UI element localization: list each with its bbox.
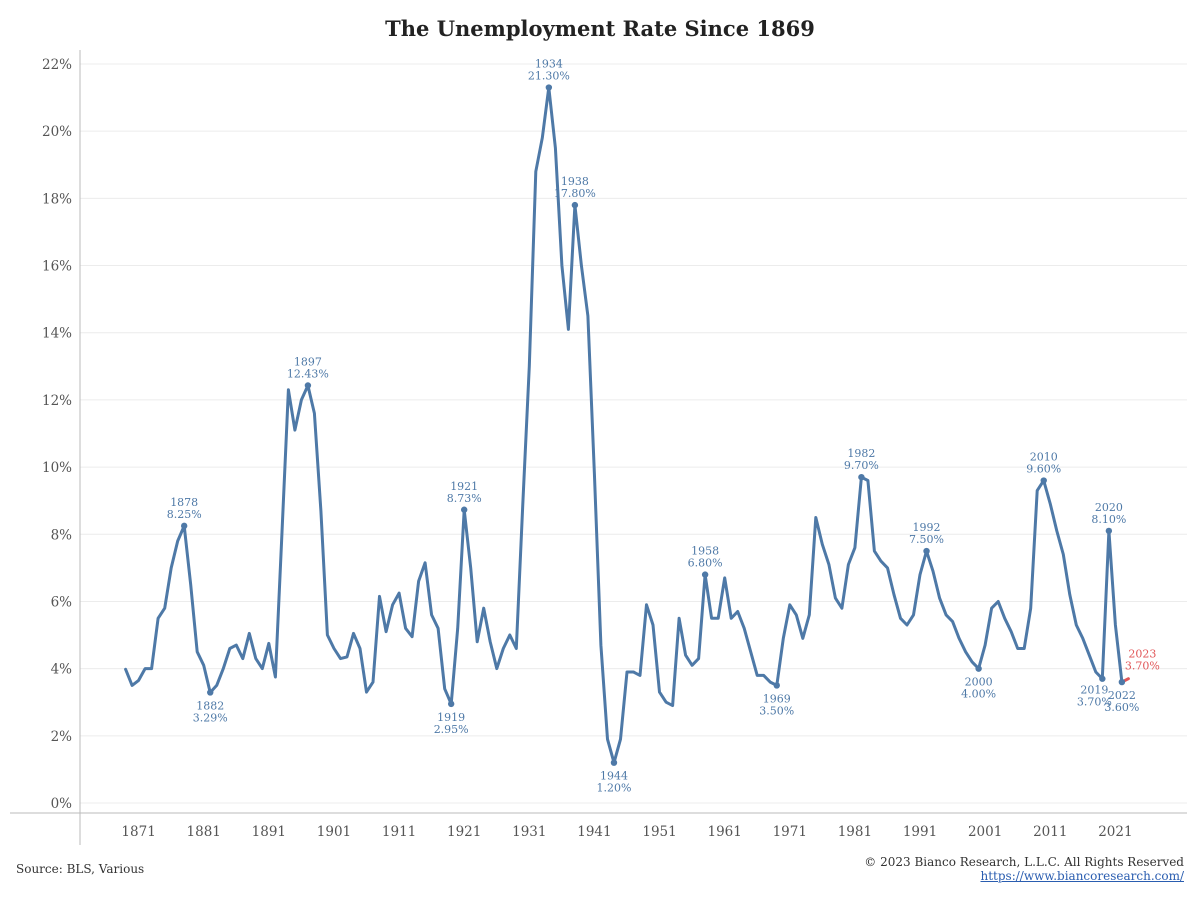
x-tick-label: 1891 <box>252 824 286 840</box>
unemployment-series-line <box>124 86 1124 765</box>
annotation-year: 1938 <box>561 175 589 188</box>
series <box>124 86 1130 765</box>
axes: 0% 2% 4% 6% 8% 10% 12% 14% 16% 18% 20% 22% 1871 1881 1… <box>10 50 1187 845</box>
x-tick-label: 1971 <box>773 824 807 840</box>
x-tick-label: 1931 <box>512 824 546 840</box>
annotation-value: 4.00% <box>961 688 996 701</box>
annotation-year: 1897 <box>294 355 322 368</box>
annotation-year: 1921 <box>450 480 478 493</box>
annotation-dot <box>447 700 455 708</box>
annotation-dot <box>975 665 982 672</box>
annotation-value: 21.30% <box>528 70 570 83</box>
annotation-value: 3.70% <box>1125 660 1160 673</box>
annotation-year: 2022 <box>1108 689 1136 702</box>
annotation-dot <box>773 682 780 689</box>
x-tick-label: 2021 <box>1098 824 1132 840</box>
y-tick-label: 8% <box>51 527 73 543</box>
annotation-year: 2020 <box>1095 501 1123 514</box>
annotation-value: 2.95% <box>434 723 469 736</box>
annotation-dot <box>180 522 188 530</box>
y-tick-label: 6% <box>51 594 73 610</box>
annotation-year: 1934 <box>535 58 563 71</box>
copyright-note: © 2023 Bianco Research, L.L.C. All Right… <box>864 855 1184 869</box>
annotation-dot <box>460 506 468 513</box>
y-tick-label: 18% <box>42 191 72 207</box>
chart-title: The Unemployment Rate Since 1869 <box>385 16 815 41</box>
annotation-dot <box>1099 675 1106 682</box>
y-tick-label: 10% <box>42 460 72 476</box>
annotation-value: 8.73% <box>447 492 482 505</box>
y-tick-label: 22% <box>42 57 72 73</box>
annotation-dot <box>1040 477 1047 484</box>
annotation-year: 1878 <box>170 496 198 509</box>
annotation-dot <box>304 382 312 389</box>
x-tick-label: 2001 <box>968 824 1002 840</box>
annotation-value: 9.70% <box>844 459 879 472</box>
annotation-dot <box>858 473 865 481</box>
annotation-value: 3.29% <box>193 711 228 724</box>
annotation-value: 17.80% <box>554 187 596 200</box>
annotation-value: 6.80% <box>688 557 723 570</box>
annotation-year: 2019 <box>1080 684 1108 697</box>
x-tick-label: 1921 <box>447 824 481 840</box>
annotation-dot <box>571 201 579 209</box>
y-tick-label: 20% <box>42 124 72 140</box>
annotation-value: 3.50% <box>759 704 794 717</box>
y-tick-label: 16% <box>42 259 72 275</box>
annotation-dot <box>207 689 214 696</box>
x-tick-label: 2011 <box>1033 824 1067 840</box>
annotation-year: 1982 <box>847 447 875 460</box>
x-tick-label: 1941 <box>577 824 611 840</box>
annotation-year: 1882 <box>196 699 224 712</box>
y-tick-label: 0% <box>51 796 73 812</box>
x-tick-label: 1871 <box>121 824 155 840</box>
annotation-value: 12.43% <box>287 367 329 380</box>
y-tick-label: 4% <box>51 662 73 678</box>
y-tick-label: 2% <box>51 729 73 745</box>
annotation-value: 9.60% <box>1026 463 1061 476</box>
annotation-dot <box>610 759 618 766</box>
annotation-dot <box>1118 678 1126 686</box>
website-link[interactable]: https://www.biancoresearch.com/ <box>980 869 1184 883</box>
annotation-dot <box>701 571 709 578</box>
annotation-year: 2010 <box>1030 451 1058 464</box>
annotation-value: 7.50% <box>909 533 944 546</box>
grid-lines <box>80 63 1187 804</box>
x-tick-label: 1981 <box>838 824 872 840</box>
annotation-year: 2000 <box>965 676 993 689</box>
annotation-dot <box>545 84 553 91</box>
annotation-year: 1992 <box>913 521 941 534</box>
annotation-value: 3.60% <box>1104 701 1139 714</box>
y-tick-label: 14% <box>42 326 72 342</box>
annotation-value: 8.25% <box>167 508 202 521</box>
x-tick-label: 1881 <box>187 824 221 840</box>
annotation-dot <box>923 547 930 555</box>
annotation-value: 1.20% <box>596 782 631 795</box>
y-tick-label: 12% <box>42 393 72 409</box>
annotation-year: 2023 <box>1128 648 1156 661</box>
x-tick-label: 1961 <box>707 824 741 840</box>
annotation-year: 1958 <box>691 545 719 558</box>
annotation-value: 8.10% <box>1091 513 1126 526</box>
annotation-year: 1969 <box>763 692 791 705</box>
annotation-year: 1944 <box>600 770 628 783</box>
x-tick-label: 1911 <box>382 824 416 840</box>
annotation-year: 1919 <box>437 711 465 724</box>
annotation-value: 3.70% <box>1077 696 1112 709</box>
x-tick-label: 1991 <box>903 824 937 840</box>
x-tick-label: 1951 <box>642 824 676 840</box>
annotation-dot <box>1105 527 1113 535</box>
source-note: Source: BLS, Various <box>16 862 145 876</box>
x-tick-label: 1901 <box>317 824 351 840</box>
